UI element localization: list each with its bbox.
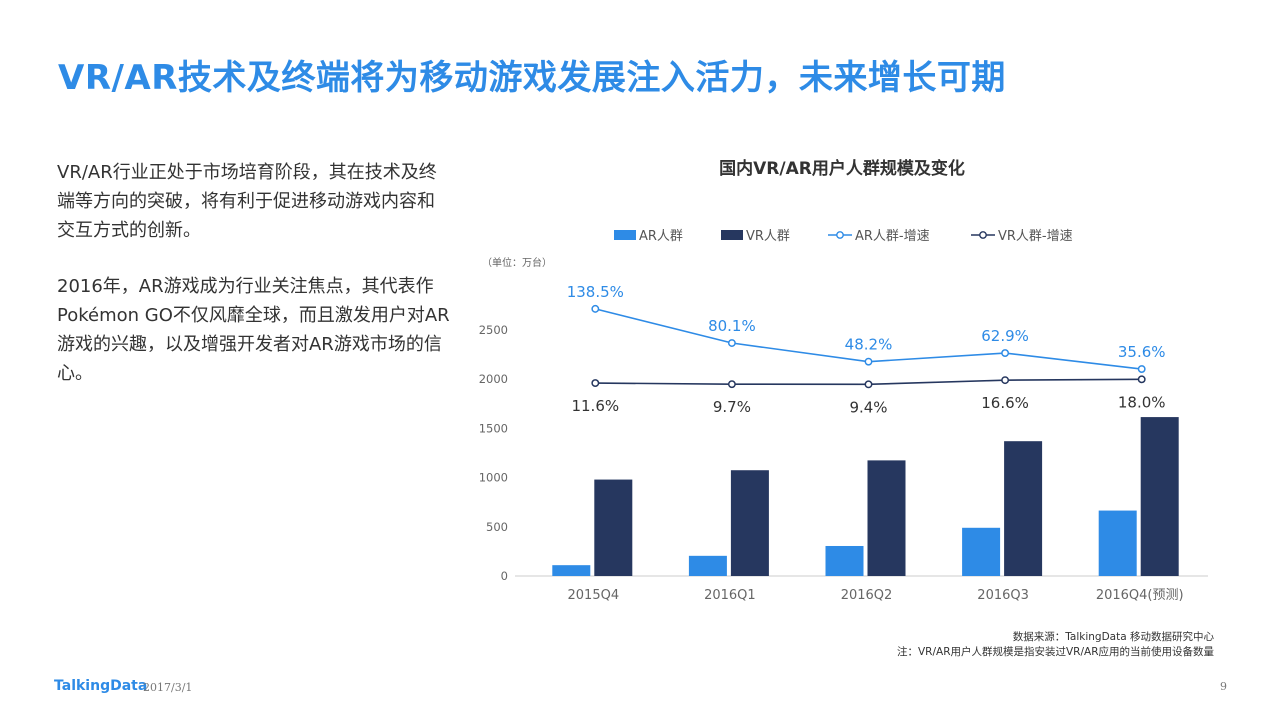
footer-date: 2017/3/1 xyxy=(143,681,193,694)
ar-growth-point xyxy=(591,304,600,313)
vr-growth-point xyxy=(864,380,873,389)
chart-axes: 0 500 1000 1500 2000 2500 2015Q4 2016Q1 2016Q2 20… xyxy=(479,323,1208,603)
legend-label: AR人群 xyxy=(639,229,683,244)
y-tick-label: 1500 xyxy=(479,421,508,435)
bar-vr xyxy=(1004,441,1043,576)
x-tick-label: 2016Q3 xyxy=(977,588,1029,603)
ar-paragraph: 2016年，AR游戏成为行业关注焦点，其代表作Pokémon GO不仅风靡全球，… xyxy=(57,276,450,384)
bar-ar xyxy=(825,545,864,576)
user-scale-chart: 国内VR/AR用户人群规模及变化 AR人群 VR人群 AR人群-增速 VR人群-增速 … xyxy=(479,158,1208,603)
source-text: 数据来源：TalkingData 移动数据研究中心 xyxy=(1012,631,1214,643)
legend-swatch xyxy=(614,230,636,240)
ar-growth-point xyxy=(727,339,736,347)
x-tick-label: 2016Q2 xyxy=(841,588,893,603)
vr-growth-label: 9.4% xyxy=(849,398,887,416)
legend-marker xyxy=(979,231,987,239)
ar-growth-label: 62.9% xyxy=(981,327,1029,345)
bar-vr xyxy=(730,470,769,576)
legend-marker xyxy=(836,231,844,239)
legend-label: VR人群 xyxy=(746,229,790,244)
legend-swatch xyxy=(721,230,743,240)
ar-growth-label: 35.6% xyxy=(1118,343,1166,361)
page-number: 9 xyxy=(1220,680,1227,693)
ar-growth-point xyxy=(1001,349,1010,358)
bar-vr xyxy=(1140,417,1179,576)
bar-ar xyxy=(552,565,591,576)
vr-growth-point xyxy=(727,380,736,389)
ar-growth-label: 48.2% xyxy=(845,336,893,354)
bar-ar xyxy=(1098,510,1137,576)
legend-label: AR人群-增速 xyxy=(855,229,930,244)
vr-growth-label: 16.6% xyxy=(981,394,1029,412)
chart-lines: 138.5% 80.1% 48.2% 62.9% 35.6% 11.6% 9.7% 9.4% 1… xyxy=(567,283,1166,416)
vr-growth-label: 11.6% xyxy=(571,397,619,415)
talkingdata-logo: TalkingData xyxy=(54,678,148,694)
page-title: VR/AR技术及终端将为移动游戏发展注入活力，未来增长可期 xyxy=(58,58,1006,98)
intro-paragraph: VR/AR行业正处于市场培育阶段，其在技术及终端等方向的突破，将有利于促进移动游… xyxy=(57,162,437,241)
x-tick-label: 2015Q4 xyxy=(568,588,620,603)
source-block: 数据来源：TalkingData 移动数据研究中心 注：VR/AR用户人群规模是… xyxy=(897,630,1214,660)
ar-growth-label: 80.1% xyxy=(708,317,756,335)
vr-growth-label: 18.0% xyxy=(1118,393,1166,411)
x-tick-label: 2016Q1 xyxy=(704,588,756,603)
y-tick-label: 500 xyxy=(486,520,508,534)
legend-label: VR人群-增速 xyxy=(998,229,1073,244)
y-tick-label: 2500 xyxy=(479,323,508,337)
vr-growth-point xyxy=(1001,376,1010,385)
unit-label: （单位：万台） xyxy=(482,256,552,269)
chart-bars xyxy=(552,417,1179,576)
x-tick-label: 2016Q4(预测) xyxy=(1096,588,1184,603)
chart-legend: AR人群 VR人群 AR人群-增速 VR人群-增速 xyxy=(614,229,1073,244)
bar-vr xyxy=(867,460,906,576)
vr-growth-point xyxy=(1137,375,1146,384)
note-text: 注：VR/AR用户人群规模是指安装过VR/AR应用的当前使用设备数量 xyxy=(897,646,1214,658)
ar-growth-point xyxy=(1137,365,1146,373)
y-tick-label: 0 xyxy=(501,569,508,583)
chart-title: 国内VR/AR用户人群规模及变化 xyxy=(719,158,965,179)
ar-growth-label: 138.5% xyxy=(567,283,624,301)
vr-growth-point xyxy=(591,379,600,388)
bar-ar xyxy=(688,555,727,576)
y-tick-label: 1000 xyxy=(479,471,508,485)
bar-vr xyxy=(594,479,633,576)
vr-growth-label: 9.7% xyxy=(713,398,751,416)
y-tick-label: 2000 xyxy=(479,372,508,386)
ar-growth-point xyxy=(864,357,873,366)
bar-ar xyxy=(962,527,1001,576)
